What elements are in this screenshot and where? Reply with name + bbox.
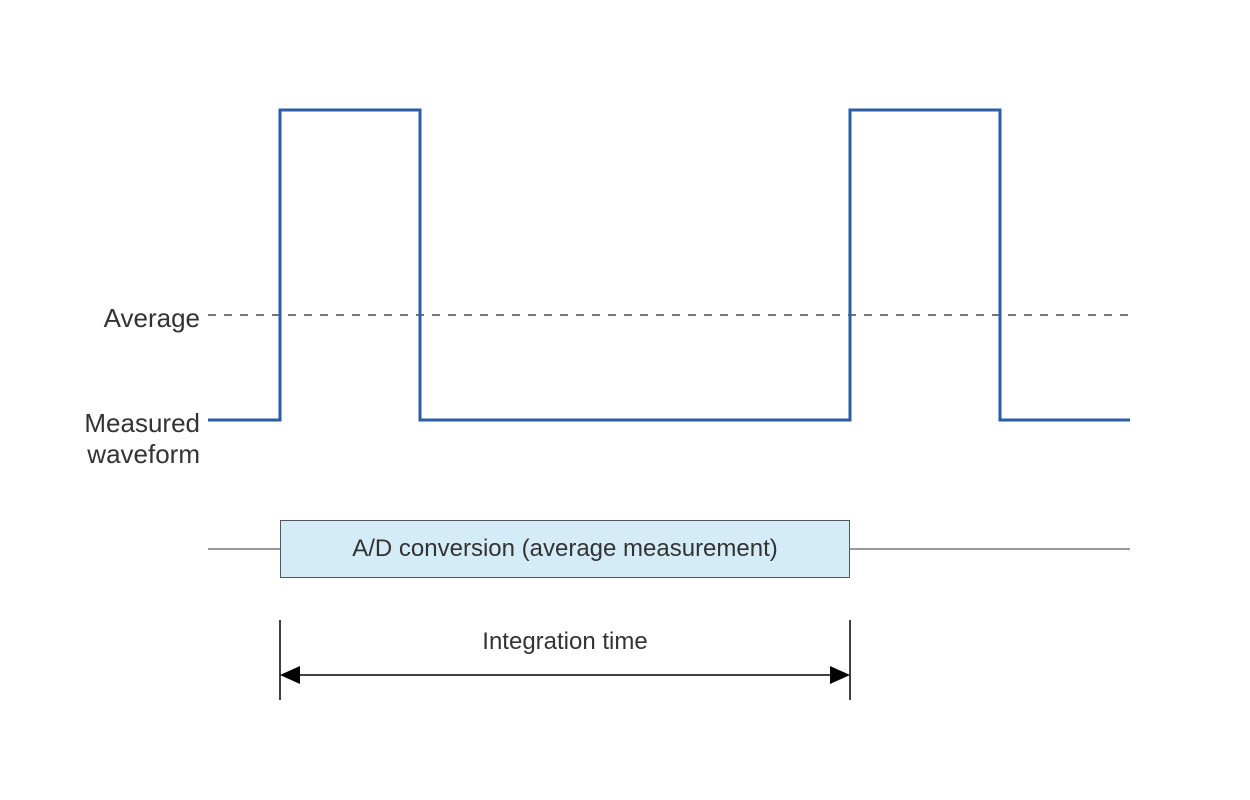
diagram-container: Average Measured waveform A/D conversion… — [0, 0, 1250, 800]
integration-arrowhead-left — [280, 666, 300, 684]
ad-conversion-box: A/D conversion (average measurement) — [280, 520, 850, 578]
diagram-svg — [0, 0, 1250, 800]
average-label: Average — [90, 303, 200, 334]
integration-time-label: Integration time — [280, 628, 850, 656]
measured-waveform-label: Measured waveform — [70, 408, 200, 470]
measured-label-line1: Measured — [84, 408, 200, 438]
measured-label-line2: waveform — [87, 439, 200, 469]
ad-conversion-label: A/D conversion (average measurement) — [352, 535, 778, 563]
measured-waveform — [208, 110, 1130, 420]
integration-arrowhead-right — [830, 666, 850, 684]
